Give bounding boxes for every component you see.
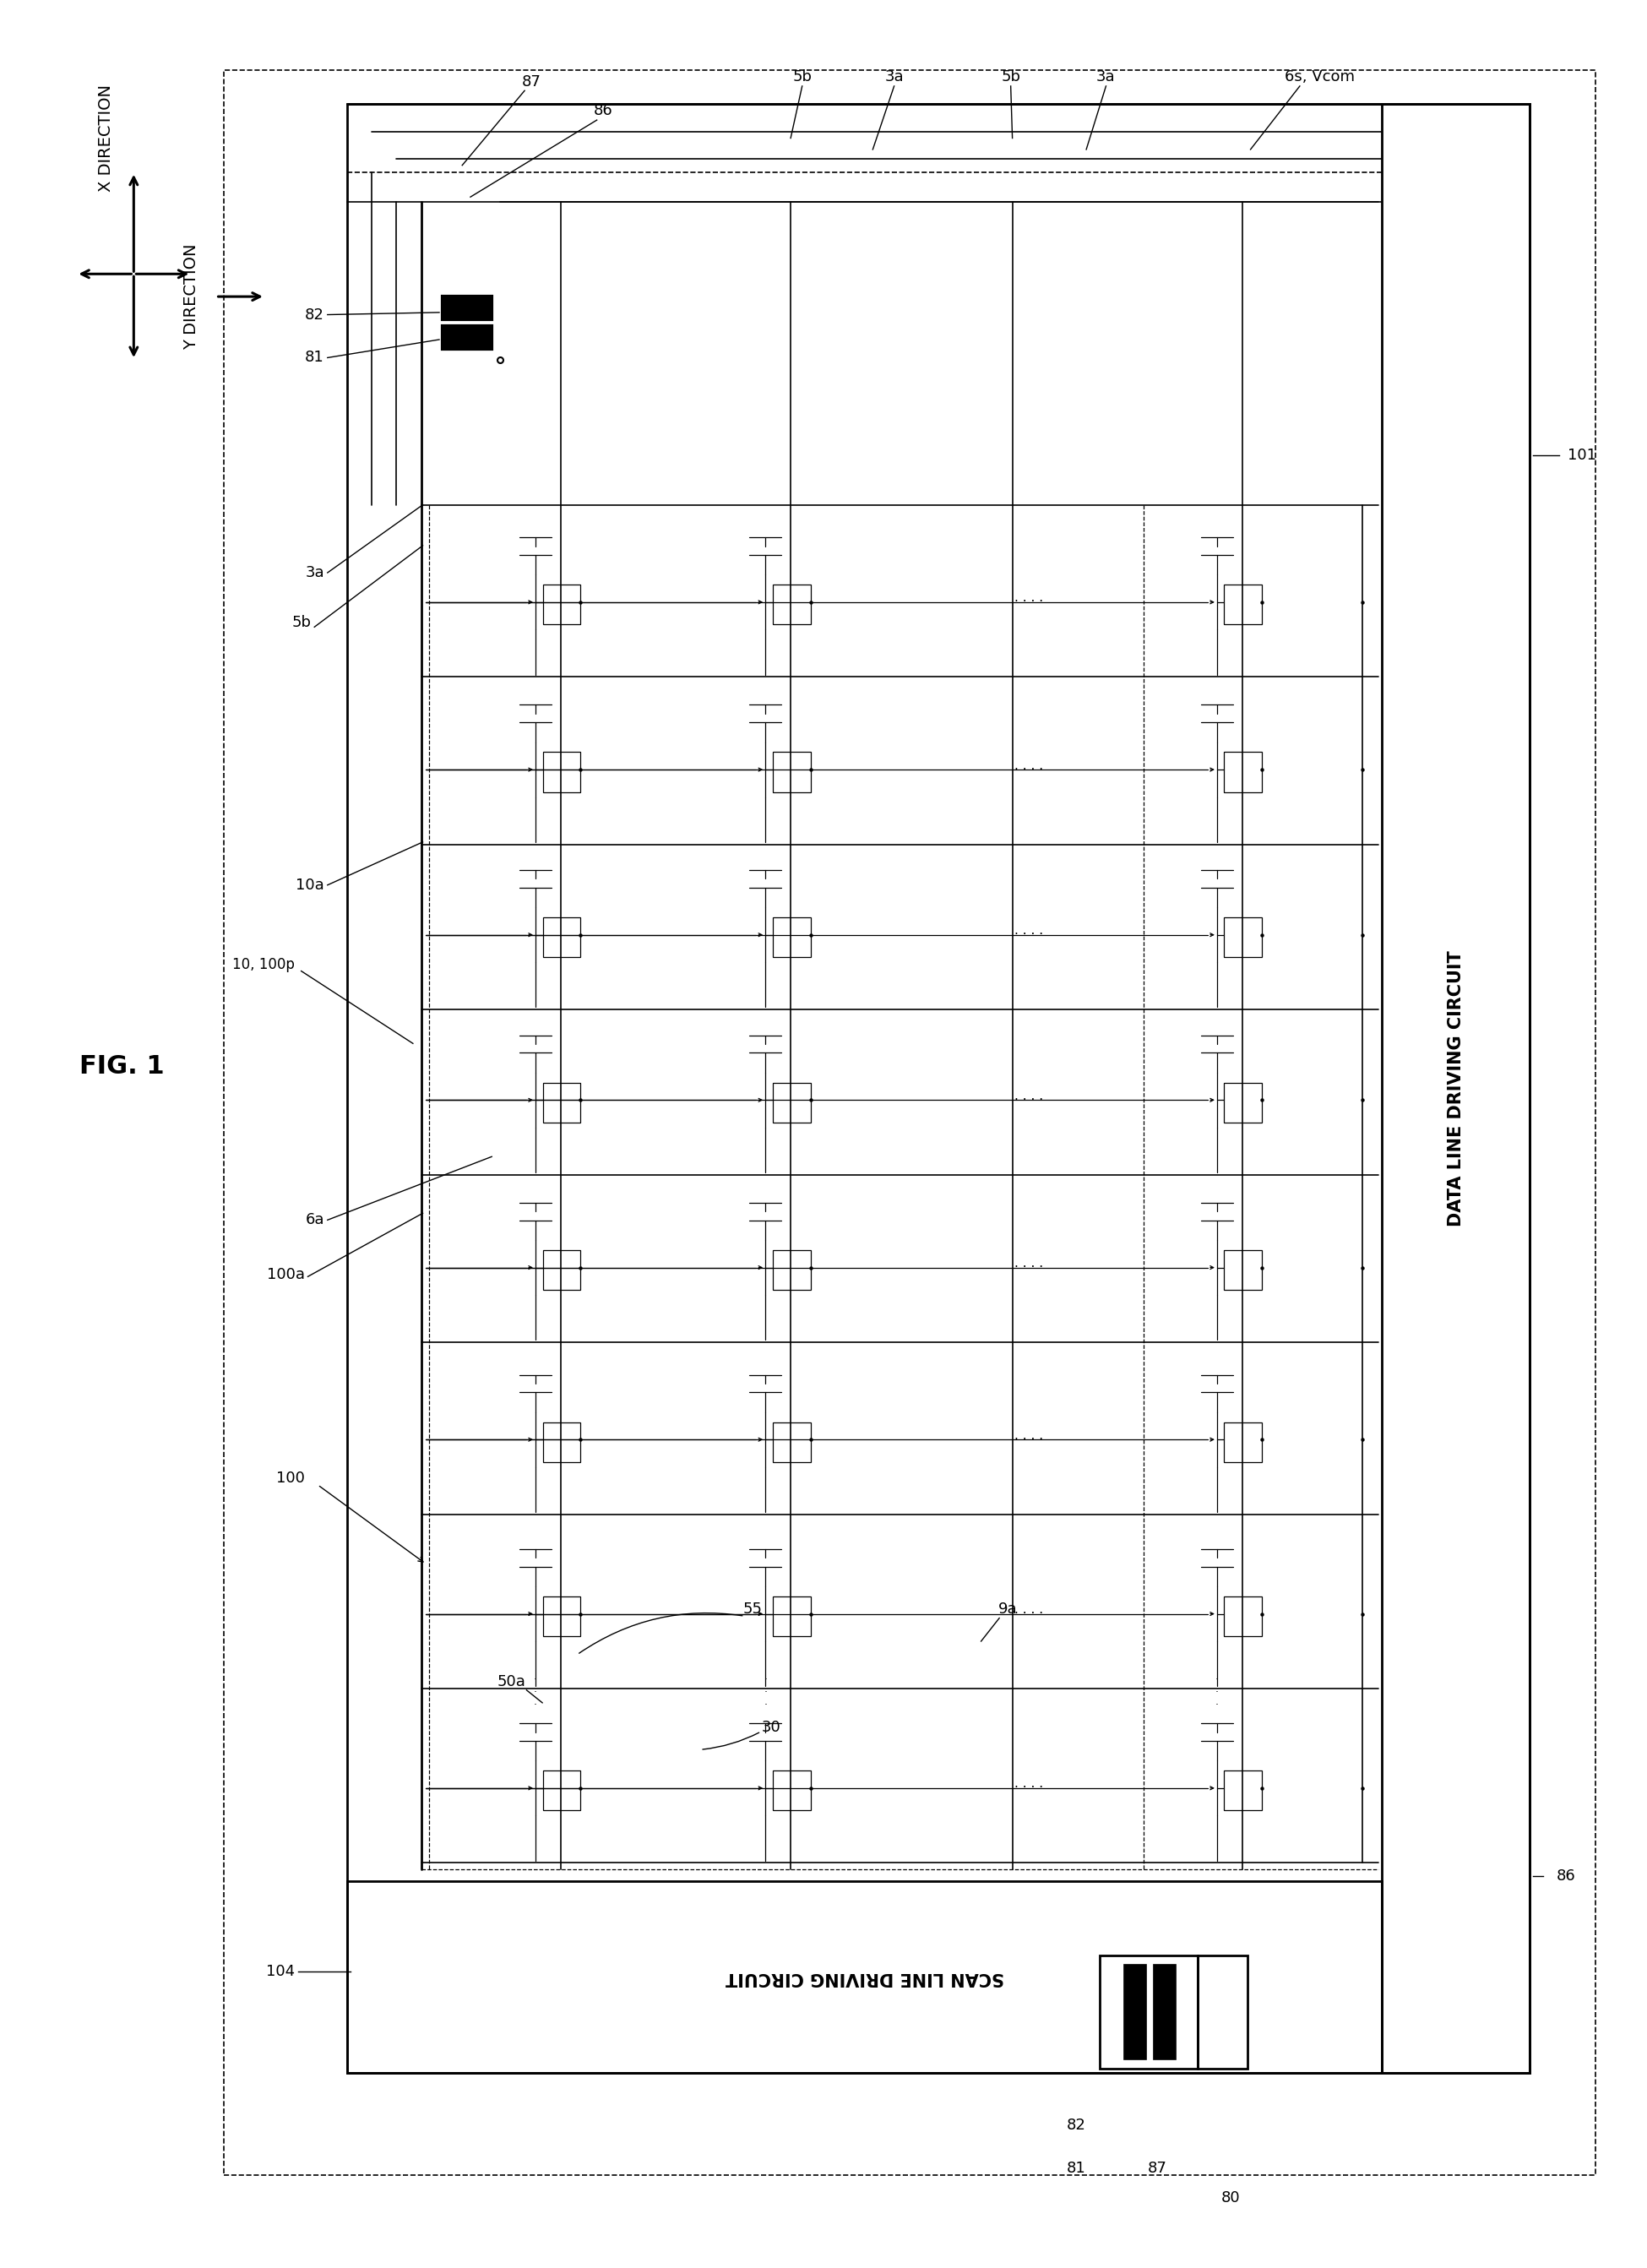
Text: · · · ·: · · · · [1015, 1433, 1043, 1447]
Bar [1224, 1771, 1262, 1810]
Bar [542, 1250, 581, 1290]
Bar [348, 1880, 1382, 2073]
Bar [224, 70, 1596, 2175]
Text: 5b: 5b [1001, 70, 1021, 84]
Text: 82: 82 [305, 306, 324, 322]
Bar [772, 1422, 810, 1463]
Bar [542, 1082, 581, 1123]
Text: 100a: 100a [267, 1268, 305, 1281]
Bar [1197, 1955, 1247, 2068]
Bar [1100, 1955, 1197, 2068]
Text: · · · ·: · · · · [1015, 1608, 1043, 1619]
Bar [1224, 585, 1262, 624]
Bar [1224, 1422, 1262, 1463]
Bar [1224, 1250, 1262, 1290]
Text: 82: 82 [1067, 2118, 1085, 2132]
Bar [443, 327, 492, 349]
Bar [542, 916, 581, 957]
Text: 87: 87 [522, 75, 540, 88]
Bar [542, 585, 581, 624]
Text: 10a: 10a [296, 878, 324, 894]
Text: 5b: 5b [792, 70, 812, 84]
Text: · · · ·: · · · · [1015, 764, 1043, 776]
Bar [772, 1771, 810, 1810]
Text: · · · ·: · · · · [1015, 928, 1043, 941]
Text: 3a: 3a [305, 565, 324, 581]
Text: 81: 81 [1067, 2161, 1085, 2175]
Text: 55: 55 [743, 1601, 763, 1617]
Text: 30: 30 [761, 1719, 781, 1735]
Text: 80: 80 [1220, 2191, 1240, 2204]
Text: 50a: 50a [497, 1674, 525, 1690]
Bar [772, 753, 810, 792]
Bar [542, 1597, 581, 1635]
Text: 86: 86 [1556, 1869, 1576, 1885]
Text: ·
·
·: · · · [764, 1674, 768, 1710]
Text: ·
·
·: · · · [1215, 1674, 1219, 1710]
Text: · · · ·: · · · · [1015, 1261, 1043, 1275]
Text: 81: 81 [305, 349, 324, 365]
Text: 10, 100p: 10, 100p [232, 957, 295, 973]
Text: DATA LINE DRIVING CIRCUIT: DATA LINE DRIVING CIRCUIT [1448, 950, 1464, 1227]
Bar [1224, 1082, 1262, 1123]
Bar [1153, 1964, 1176, 2059]
Bar [542, 1771, 581, 1810]
Bar [772, 1082, 810, 1123]
Bar [772, 1597, 810, 1635]
Text: 3a: 3a [1097, 70, 1115, 84]
Text: 5b: 5b [292, 615, 311, 631]
Bar [1123, 1964, 1146, 2059]
Text: Y DIRECTION: Y DIRECTION [183, 243, 199, 349]
Text: · · · ·: · · · · [1015, 596, 1043, 608]
Bar [348, 104, 1530, 2073]
Text: 6a: 6a [305, 1213, 324, 1227]
Text: 104: 104 [265, 1964, 295, 1980]
Text: 3a: 3a [884, 70, 904, 84]
Text: 100: 100 [277, 1470, 305, 1486]
Text: · · · ·: · · · · [1015, 1093, 1043, 1107]
Bar [443, 297, 492, 320]
Bar [1224, 1597, 1262, 1635]
Bar [542, 1422, 581, 1463]
Text: 9a: 9a [998, 1601, 1016, 1617]
Text: 86: 86 [595, 104, 613, 118]
Bar [772, 1250, 810, 1290]
Text: ·
·
·: · · · [534, 1674, 537, 1710]
Text: 87: 87 [1148, 2161, 1166, 2175]
Bar [1224, 916, 1262, 957]
Text: FIG. 1: FIG. 1 [79, 1055, 165, 1077]
Text: SCAN LINE DRIVING CIRCUIT: SCAN LINE DRIVING CIRCUIT [725, 1969, 1005, 1984]
Text: 101: 101 [1568, 447, 1596, 463]
Bar [542, 753, 581, 792]
Bar [772, 585, 810, 624]
Text: 6s, Vcom: 6s, Vcom [1285, 70, 1354, 84]
Bar [1382, 104, 1530, 2073]
Bar [772, 916, 810, 957]
Bar [1224, 753, 1262, 792]
Text: · · · ·: · · · · [1015, 1783, 1043, 1794]
Text: X DIRECTION: X DIRECTION [97, 84, 114, 193]
